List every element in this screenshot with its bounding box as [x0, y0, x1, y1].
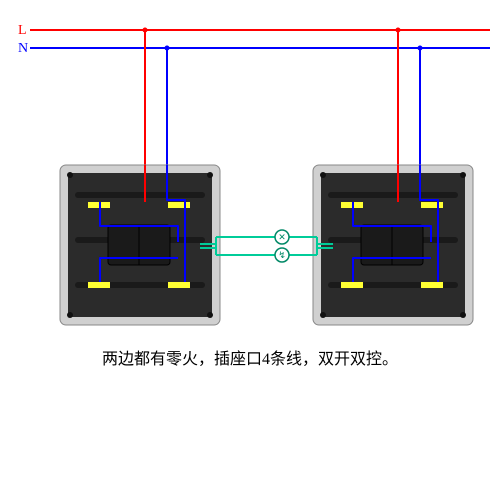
junction-L-right — [396, 28, 401, 33]
terminal-right-1 — [421, 202, 443, 208]
terminal-right-3 — [421, 282, 443, 288]
label-L: L — [18, 23, 27, 38]
wiring-diagram: LN ✕ ↯ — [0, 0, 500, 500]
diagram-caption: 两边都有零火，插座口4条线，双开双控。 — [0, 345, 500, 369]
switch-right — [313, 165, 473, 325]
terminal-left-2 — [88, 282, 110, 288]
terminal-right-2 — [341, 282, 363, 288]
junction-N-left — [165, 46, 170, 51]
terminal-left-3 — [168, 282, 190, 288]
load-glyph-0: ✕ — [278, 232, 286, 242]
junction-N-right — [418, 46, 423, 51]
terminal-left-1 — [168, 202, 190, 208]
load-glyph-1: ↯ — [278, 250, 286, 260]
switch-left — [60, 165, 220, 325]
label-N: N — [18, 41, 28, 56]
junction-L-left — [143, 28, 148, 33]
